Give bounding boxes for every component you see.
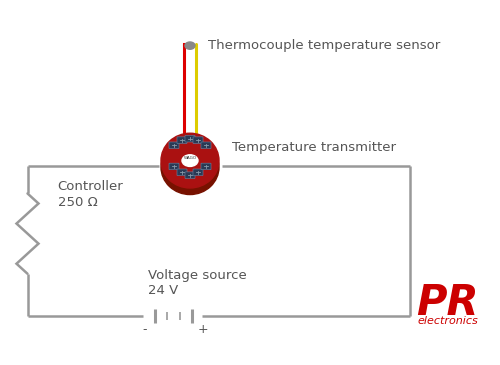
Circle shape — [185, 42, 195, 49]
FancyBboxPatch shape — [169, 163, 179, 170]
FancyBboxPatch shape — [185, 135, 195, 142]
Circle shape — [182, 155, 198, 166]
Text: +: + — [197, 323, 208, 336]
FancyBboxPatch shape — [185, 172, 195, 178]
Text: Voltage source: Voltage source — [148, 269, 246, 282]
Text: Thermocouple temperature sensor: Thermocouple temperature sensor — [208, 39, 440, 52]
FancyBboxPatch shape — [177, 169, 187, 176]
FancyBboxPatch shape — [169, 142, 179, 149]
Text: electronics: electronics — [417, 316, 478, 326]
FancyBboxPatch shape — [177, 137, 187, 143]
FancyBboxPatch shape — [193, 137, 203, 143]
Text: -: - — [143, 323, 147, 336]
Ellipse shape — [161, 133, 219, 188]
Text: Controller: Controller — [58, 180, 123, 193]
Ellipse shape — [161, 140, 219, 195]
FancyBboxPatch shape — [201, 142, 211, 149]
Text: 250 Ω: 250 Ω — [58, 196, 97, 209]
Text: PR: PR — [416, 282, 479, 324]
Text: 24 V: 24 V — [148, 284, 178, 297]
Text: WAGO: WAGO — [184, 156, 196, 160]
Text: Temperature transmitter: Temperature transmitter — [232, 141, 396, 154]
FancyBboxPatch shape — [193, 169, 203, 176]
FancyBboxPatch shape — [201, 163, 211, 170]
